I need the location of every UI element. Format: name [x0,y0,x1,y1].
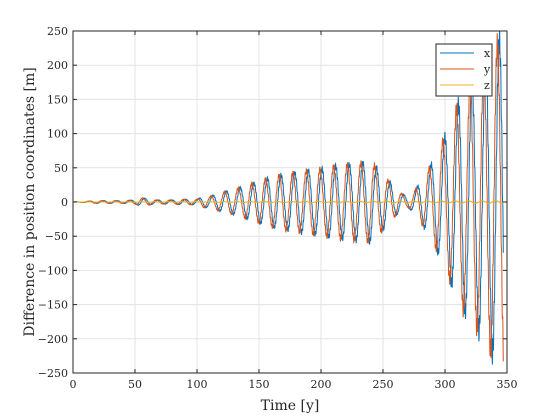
series-line-y [73,33,504,362]
x-axis-label: Time [y] [261,398,320,414]
y-tick-label: 250 [47,25,68,38]
series-line-z [73,200,504,204]
x-tick-label: 300 [435,378,456,391]
legend-label-z: z [484,79,490,92]
y-tick-label: 50 [54,162,68,175]
y-tick-label: −150 [38,299,68,312]
x-tick-label: 0 [70,378,77,391]
x-tick-label: 200 [311,378,332,391]
legend-label-y: y [483,63,491,76]
y-tick-label: 0 [61,196,68,209]
y-tick-label: −50 [45,230,68,243]
y-tick-label: −250 [38,367,68,380]
x-tick-label: 100 [187,378,208,391]
plot-area [73,31,504,365]
y-tick-label: −100 [38,264,68,277]
axis-ticks: 0 50 100 150 200 250 300 350 −250 −200 −150 −100 −50… [38,25,518,391]
y-axis-label: Difference in position coordinates [m] [22,67,38,336]
y-tick-label: −200 [38,333,68,346]
legend: xyz [435,43,493,97]
x-tick-label: 150 [249,378,270,391]
legend-label-x: x [484,47,491,60]
series-line-x [73,31,504,365]
y-tick-label: 100 [47,128,68,141]
y-tick-label: 200 [47,59,68,72]
y-tick-label: 150 [47,93,68,106]
x-tick-label: 350 [497,378,518,391]
x-tick-label: 50 [128,378,142,391]
x-tick-label: 250 [373,378,394,391]
